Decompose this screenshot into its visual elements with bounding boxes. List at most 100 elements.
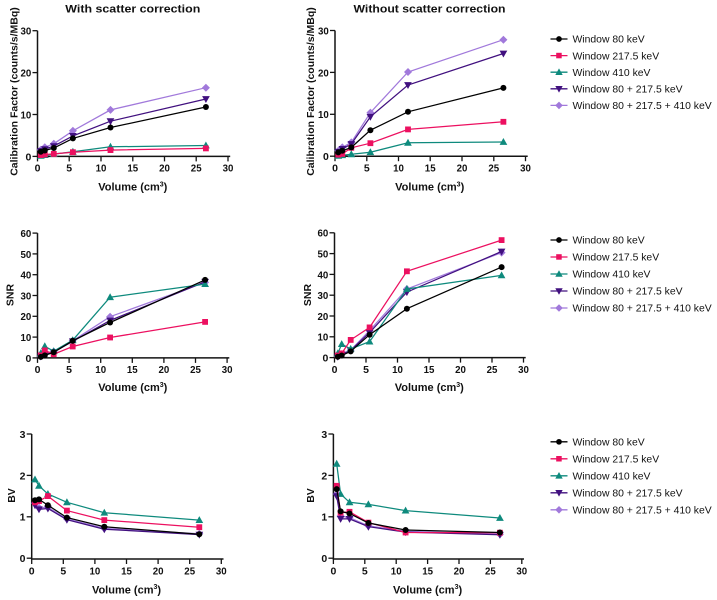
svg-text:2: 2 (20, 470, 26, 482)
svg-text:Volume (cm3): Volume (cm3) (393, 584, 462, 596)
svg-text:0: 0 (29, 565, 35, 577)
svg-text:5: 5 (66, 364, 72, 376)
svg-text:Window 410 keV: Window 410 keV (573, 472, 651, 483)
svg-text:30: 30 (520, 163, 531, 175)
svg-text:0: 0 (35, 364, 41, 376)
svg-text:30: 30 (216, 565, 227, 577)
svg-text:Window 410 keV: Window 410 keV (573, 270, 651, 281)
svg-text:10: 10 (21, 109, 32, 121)
svg-text:10: 10 (318, 332, 329, 344)
svg-text:5: 5 (362, 565, 368, 577)
svg-text:Calibration Factor (counts/s/M: Calibration Factor (counts/s/MBq) (305, 7, 317, 176)
svg-text:0: 0 (25, 151, 31, 163)
svg-text:Window 217.5 keV: Window 217.5 keV (573, 253, 660, 264)
svg-text:30: 30 (223, 163, 234, 175)
svg-text:Window 80 + 217.5 + 410 keV: Window 80 + 217.5 + 410 keV (573, 304, 712, 315)
svg-text:10: 10 (90, 565, 101, 577)
svg-text:25: 25 (190, 364, 201, 376)
svg-text:0: 0 (323, 151, 329, 163)
svg-text:20: 20 (159, 163, 170, 175)
svg-text:60: 60 (21, 228, 32, 240)
svg-text:Window 410 keV: Window 410 keV (573, 68, 651, 79)
svg-text:Window 80 + 217.5 + 410 keV: Window 80 + 217.5 + 410 keV (573, 101, 712, 112)
svg-text:0: 0 (330, 565, 336, 577)
svg-text:10: 10 (21, 332, 32, 344)
svg-text:SNR: SNR (5, 283, 17, 306)
svg-text:Window 217.5 keV: Window 217.5 keV (573, 455, 660, 466)
svg-text:BV: BV (305, 488, 317, 503)
svg-text:10: 10 (318, 109, 329, 121)
svg-text:15: 15 (127, 364, 138, 376)
svg-text:15: 15 (422, 565, 433, 577)
svg-text:25: 25 (485, 565, 496, 577)
svg-text:Window 80 keV: Window 80 keV (573, 35, 645, 46)
svg-text:Window 80 + 217.5 keV: Window 80 + 217.5 keV (573, 85, 683, 96)
svg-text:40: 40 (318, 269, 329, 281)
svg-text:15: 15 (127, 163, 138, 175)
svg-text:50: 50 (318, 249, 329, 261)
svg-text:10: 10 (95, 364, 106, 376)
svg-text:5: 5 (60, 565, 66, 577)
svg-text:30: 30 (21, 26, 32, 38)
svg-text:60: 60 (318, 228, 329, 240)
svg-text:20: 20 (318, 311, 329, 323)
svg-text:15: 15 (424, 364, 435, 376)
svg-text:1: 1 (321, 512, 327, 524)
svg-text:10: 10 (391, 565, 402, 577)
svg-text:30: 30 (518, 364, 529, 376)
svg-text:0: 0 (321, 553, 327, 565)
svg-text:20: 20 (455, 364, 466, 376)
svg-text:Window 80 keV: Window 80 keV (573, 236, 645, 247)
svg-text:20: 20 (21, 68, 32, 80)
svg-text:Volume (cm3): Volume (cm3) (395, 182, 464, 194)
svg-text:5: 5 (363, 364, 369, 376)
svg-text:10: 10 (393, 163, 404, 175)
svg-text:Volume (cm3): Volume (cm3) (98, 182, 167, 194)
svg-text:25: 25 (488, 163, 499, 175)
svg-text:Volume (cm3): Volume (cm3) (92, 584, 161, 596)
svg-text:20: 20 (21, 311, 32, 323)
svg-text:15: 15 (425, 163, 436, 175)
svg-text:Window 80 keV: Window 80 keV (573, 438, 645, 449)
svg-text:20: 20 (454, 565, 465, 577)
svg-text:20: 20 (153, 565, 164, 577)
svg-text:With scatter correction: With scatter correction (65, 4, 200, 16)
svg-text:Without scatter correction: Without scatter correction (354, 4, 506, 16)
svg-text:Window 217.5 keV: Window 217.5 keV (573, 51, 660, 62)
svg-text:2: 2 (321, 470, 327, 482)
svg-text:30: 30 (222, 364, 233, 376)
svg-text:30: 30 (318, 290, 329, 302)
svg-text:1: 1 (20, 512, 26, 524)
svg-text:BV: BV (6, 488, 18, 503)
svg-text:Volume (cm3): Volume (cm3) (395, 382, 464, 394)
svg-text:3: 3 (321, 429, 327, 441)
svg-text:SNR: SNR (302, 283, 314, 306)
svg-text:0: 0 (322, 353, 328, 365)
svg-text:0: 0 (332, 364, 338, 376)
svg-text:5: 5 (66, 163, 72, 175)
svg-text:15: 15 (121, 565, 132, 577)
svg-text:30: 30 (21, 290, 32, 302)
svg-text:30: 30 (516, 565, 527, 577)
svg-text:50: 50 (21, 249, 32, 261)
svg-text:25: 25 (487, 364, 498, 376)
svg-text:0: 0 (35, 163, 41, 175)
svg-text:30: 30 (318, 25, 329, 37)
svg-text:0: 0 (332, 163, 338, 175)
svg-text:Volume (cm3): Volume (cm3) (98, 382, 167, 394)
svg-text:0: 0 (20, 553, 26, 565)
svg-text:20: 20 (159, 364, 170, 376)
svg-text:Window 80 + 217.5 + 410 keV: Window 80 + 217.5 + 410 keV (573, 506, 712, 517)
svg-text:Window 80 + 217.5 keV: Window 80 + 217.5 keV (573, 287, 683, 298)
svg-text:40: 40 (21, 270, 32, 282)
svg-text:0: 0 (25, 353, 31, 365)
svg-text:Window 80 + 217.5 keV: Window 80 + 217.5 keV (573, 489, 683, 500)
svg-text:10: 10 (392, 364, 403, 376)
svg-text:25: 25 (191, 163, 202, 175)
svg-text:25: 25 (184, 565, 195, 577)
svg-text:10: 10 (96, 163, 107, 175)
svg-text:20: 20 (318, 67, 329, 79)
svg-text:5: 5 (364, 163, 370, 175)
svg-text:Calibration Factor (counts/s/M: Calibration Factor (counts/s/MBq) (9, 7, 21, 176)
svg-text:3: 3 (20, 429, 26, 441)
